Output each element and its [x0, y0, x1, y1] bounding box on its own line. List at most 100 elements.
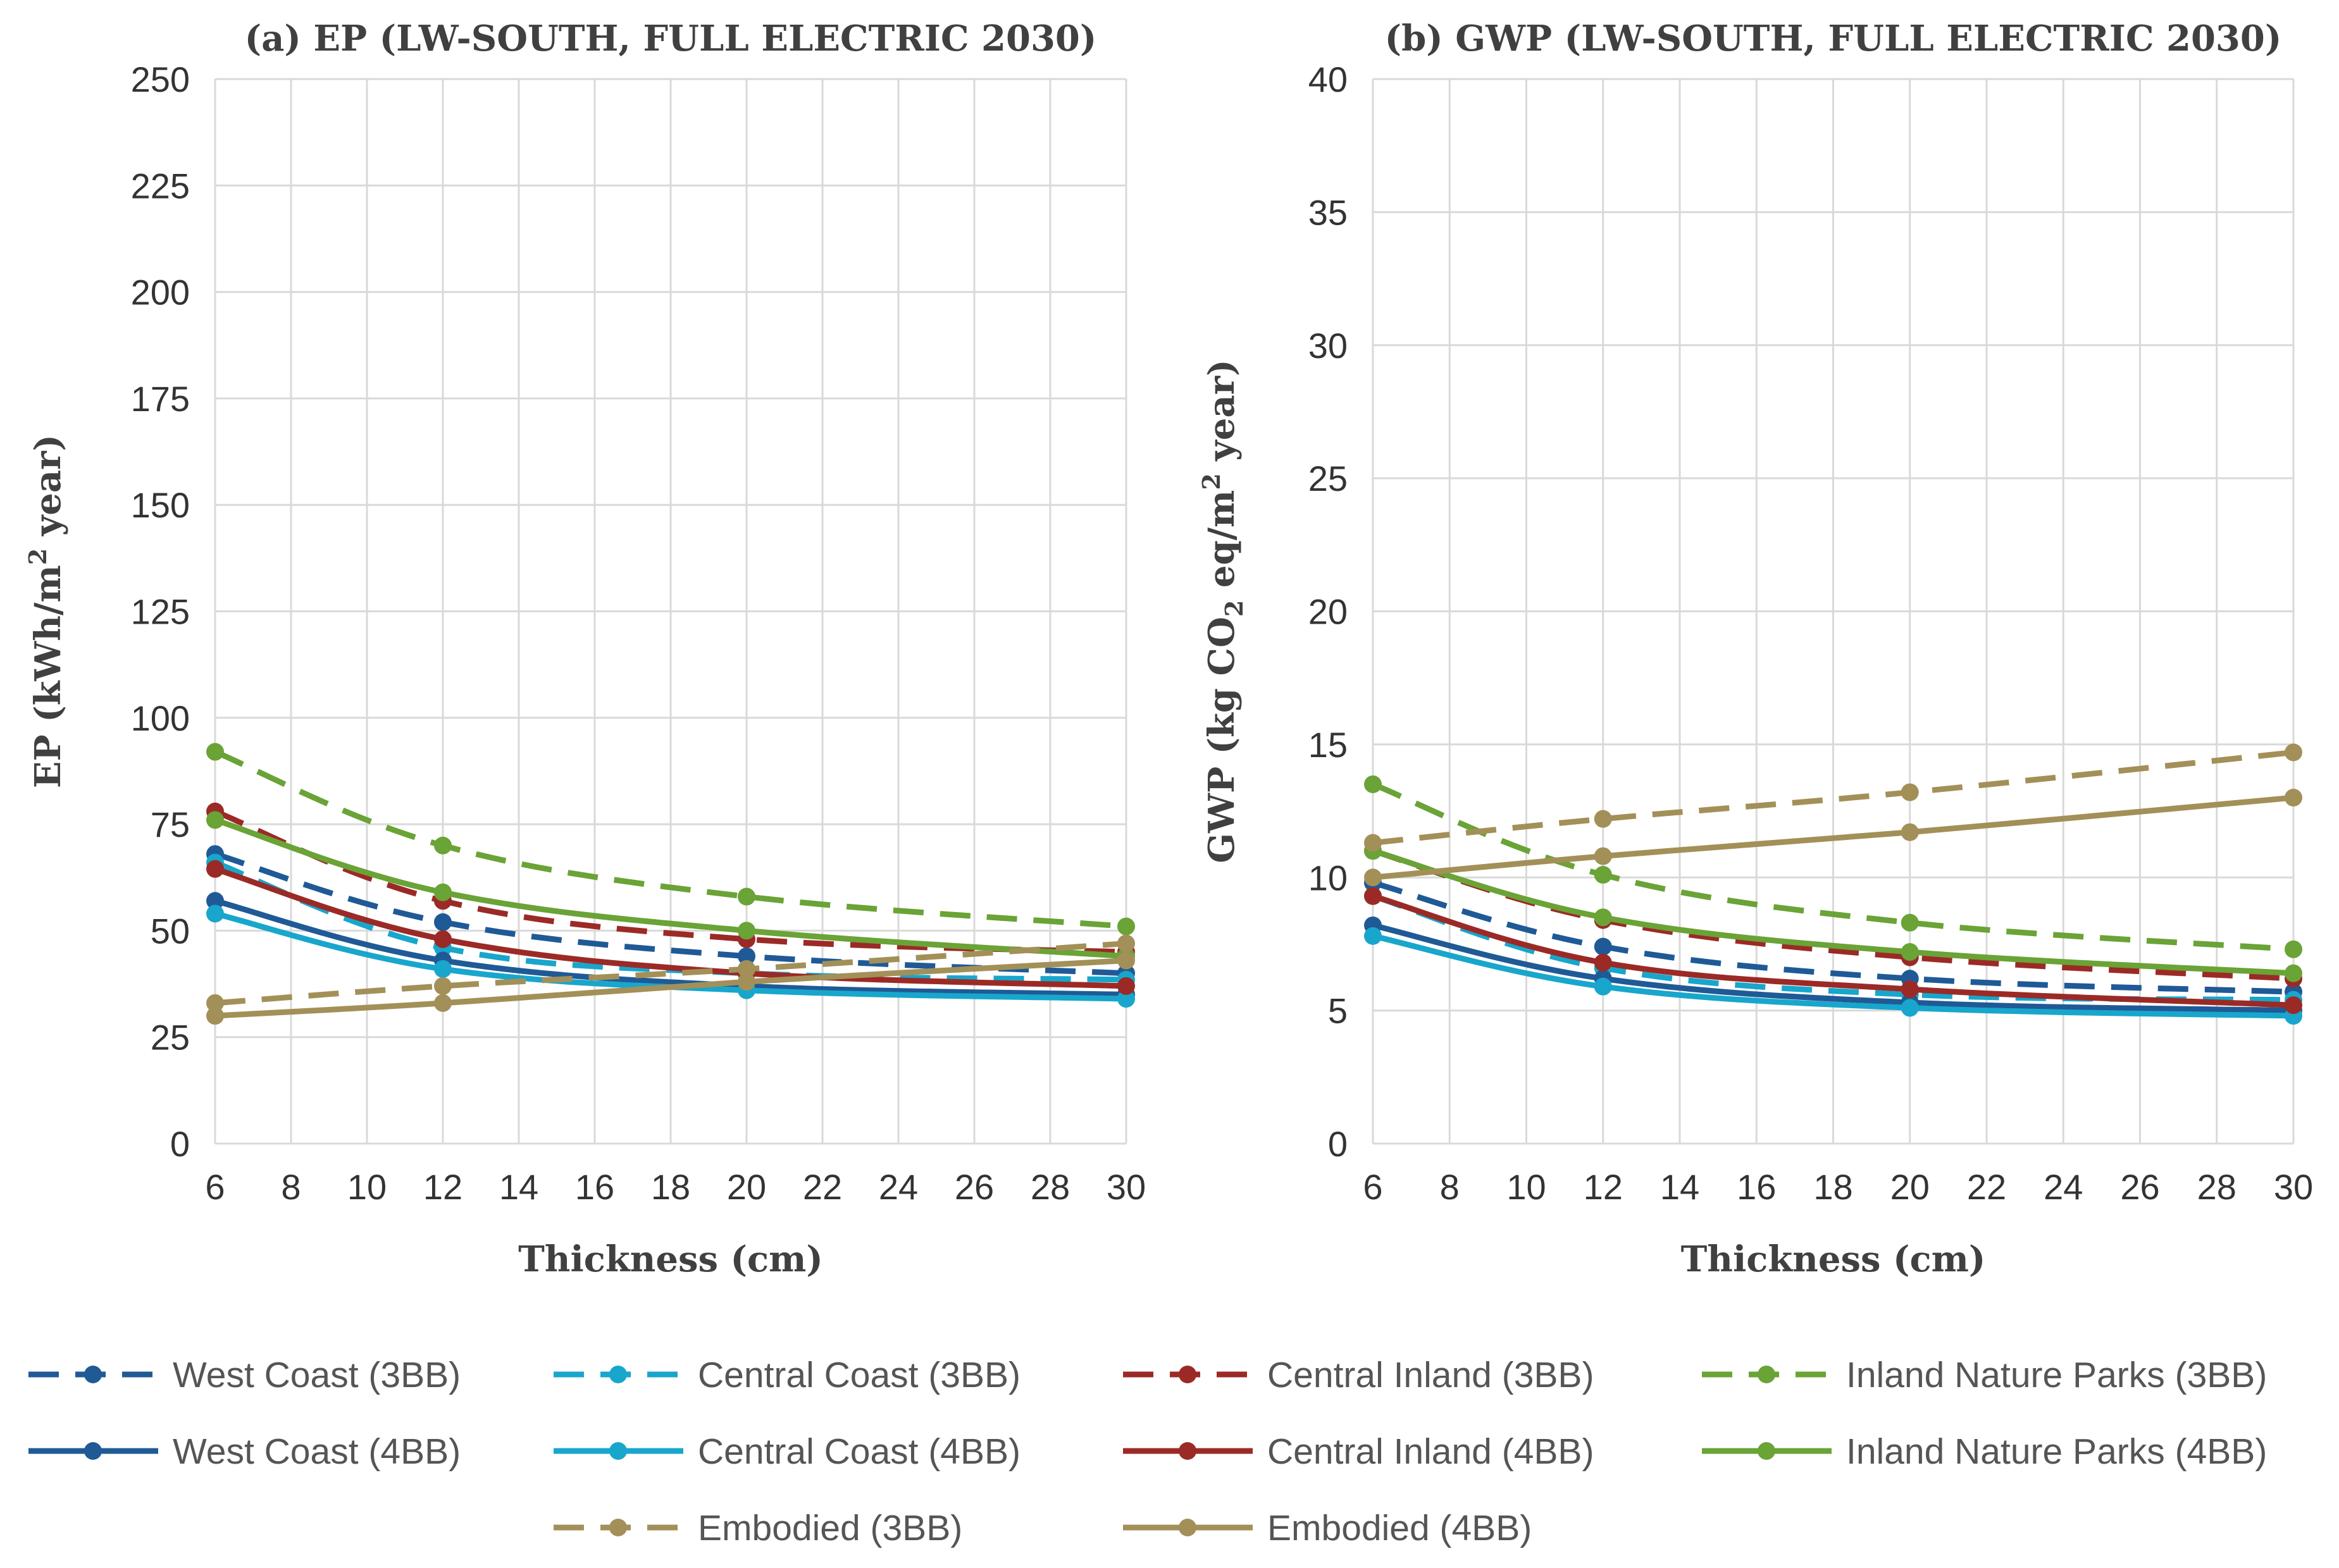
- series-line: [1372, 922, 2294, 1014]
- x-tick-label: 28: [1031, 1167, 1070, 1207]
- series-embodied-4bb: [206, 951, 1135, 1025]
- legend-label: Embodied (3BB): [698, 1508, 962, 1548]
- y-tick-label: 30: [1308, 326, 1348, 366]
- legend-swatch-marker: [1758, 1442, 1775, 1460]
- y-tick-label: 40: [1308, 59, 1348, 99]
- legend-label: Central Coast (3BB): [698, 1355, 1021, 1395]
- series-inland-nature-parks-3bb: [206, 743, 1135, 935]
- y-tick-label: 125: [131, 592, 190, 632]
- y-tick-label: 5: [1328, 991, 1348, 1031]
- legend-item-central-inland-4bb: Central Inland (4BB): [1123, 1431, 1594, 1472]
- data-point: [1594, 810, 1612, 828]
- x-tick-label: 24: [879, 1167, 918, 1207]
- y-tick-label: 175: [131, 379, 190, 419]
- data-point: [1117, 990, 1135, 1008]
- data-point: [2285, 743, 2302, 762]
- y-tick-label: 150: [131, 485, 190, 525]
- x-tick-label: 6: [1363, 1167, 1382, 1207]
- legend-swatch-marker: [84, 1366, 102, 1383]
- data-point: [1901, 943, 1919, 961]
- data-point: [738, 973, 755, 991]
- y-axis-title-part: 2: [1197, 473, 1225, 490]
- data-point: [1364, 887, 1382, 905]
- x-tick-label: 12: [423, 1167, 462, 1207]
- data-point: [1594, 937, 1612, 956]
- data-point: [1117, 977, 1135, 995]
- series-line: [1372, 893, 2294, 1008]
- series-line: [1372, 880, 2294, 995]
- legend-swatch-marker: [1179, 1366, 1196, 1383]
- legend-item-embodied-3bb: Embodied (3BB): [554, 1508, 962, 1548]
- y-tick-label: 25: [1308, 459, 1348, 498]
- y-tick-label: 10: [1308, 858, 1348, 898]
- data-point: [2285, 964, 2302, 982]
- data-point: [1594, 908, 1612, 927]
- data-point: [434, 994, 452, 1012]
- legend-label: West Coast (3BB): [173, 1355, 461, 1395]
- series-central-inland-4bb: [1364, 887, 2302, 1015]
- legend-label: Central Inland (3BB): [1267, 1355, 1594, 1395]
- x-tick-label: 26: [2120, 1167, 2159, 1207]
- series-embodied-4bb: [1364, 789, 2302, 887]
- y-axis-title-part: year): [1201, 359, 1243, 473]
- y-tick-label: 100: [131, 698, 190, 738]
- y-tick-label: 50: [151, 911, 190, 951]
- data-point: [2285, 789, 2302, 807]
- legend-item-inland-nature-parks-4bb: Inland Nature Parks (4BB): [1702, 1431, 2267, 1472]
- data-point: [1364, 927, 1382, 945]
- series-line: [1372, 933, 2294, 1019]
- series-embodied-3bb: [1364, 743, 2302, 852]
- legend-label: West Coast (4BB): [173, 1431, 461, 1472]
- series-line: [214, 866, 1127, 989]
- y-axis-title: EP (kWh/m2 year): [23, 435, 69, 788]
- data-point: [1364, 868, 1382, 887]
- x-tick-label: 12: [1584, 1167, 1623, 1207]
- chart-title: (a) EP (LW-SOUTH, FULL ELECTRIC 2030): [245, 18, 1097, 59]
- y-tick-label: 75: [151, 805, 190, 844]
- data-point: [206, 994, 224, 1012]
- x-tick-label: 16: [575, 1167, 614, 1207]
- data-point: [738, 947, 755, 965]
- x-tick-label: 10: [347, 1167, 387, 1207]
- y-tick-label: 35: [1308, 192, 1348, 232]
- x-tick-label: 26: [955, 1167, 994, 1207]
- legend-swatch-marker: [609, 1366, 627, 1383]
- y-tick-label: 0: [170, 1124, 190, 1164]
- series-line: [214, 941, 1127, 1006]
- y-axis-title-part: 2: [23, 548, 52, 565]
- y-axis-title-part: 2: [1220, 600, 1248, 617]
- legend-item-west-coast-3bb: West Coast (3BB): [28, 1355, 461, 1395]
- chart-ep: 0 25 50 75 100 125 150 175 200 225 250 6 8 10 12 14 16 18…: [23, 18, 1146, 1280]
- y-tick-label: 0: [1328, 1124, 1348, 1164]
- data-point: [206, 811, 224, 829]
- x-tick-label: 6: [205, 1167, 225, 1207]
- legend-item-inland-nature-parks-3bb: Inland Nature Parks (3BB): [1702, 1355, 2267, 1395]
- series-line: [1372, 848, 2294, 977]
- data-point: [1594, 977, 1612, 996]
- legend-swatch-marker: [1179, 1442, 1196, 1460]
- y-axis-title-part: GWP (kg CO: [1201, 617, 1243, 863]
- y-axis-title-part: eq/m: [1201, 490, 1243, 600]
- data-point: [1364, 775, 1382, 793]
- legend-swatch-marker: [1758, 1366, 1775, 1383]
- data-point: [434, 913, 452, 931]
- data-point: [1901, 783, 1919, 801]
- data-point: [206, 1007, 224, 1025]
- legend-item-central-inland-3bb: Central Inland (3BB): [1123, 1355, 1594, 1395]
- legend-label: Central Inland (4BB): [1267, 1431, 1594, 1472]
- legend: West Coast (3BB) Central Coast (3BB) Centr…: [28, 1355, 2267, 1548]
- x-tick-label: 14: [499, 1167, 538, 1207]
- data-point: [1117, 917, 1135, 935]
- data-point: [738, 960, 755, 978]
- x-axis-title: Thickness (cm): [1681, 1238, 1986, 1280]
- data-point: [2285, 940, 2302, 958]
- data-point: [434, 930, 452, 948]
- data-point: [2285, 996, 2302, 1015]
- legend-swatch-marker: [609, 1442, 627, 1460]
- series-line: [214, 911, 1127, 1002]
- series-line: [1372, 794, 2294, 880]
- legend-item-west-coast-4bb: West Coast (4BB): [28, 1431, 461, 1472]
- y-tick-label: 250: [131, 59, 190, 99]
- data-point: [738, 887, 755, 906]
